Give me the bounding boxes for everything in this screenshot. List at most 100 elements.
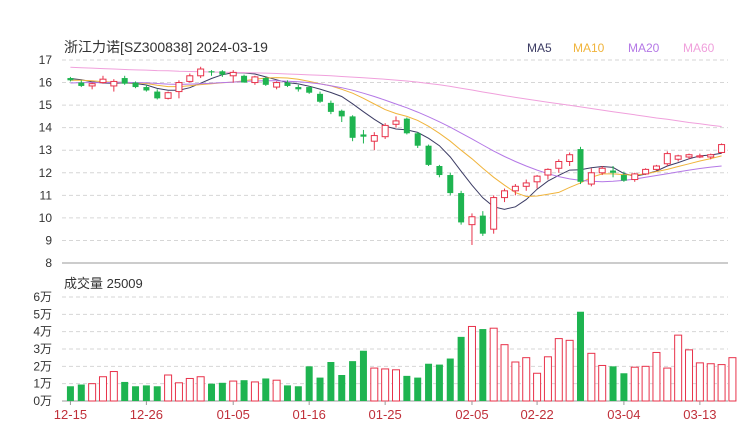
date-tick-label: 01-05 bbox=[217, 407, 250, 422]
volume-bar-up bbox=[652, 351, 661, 402]
candle-body-up bbox=[490, 197, 498, 230]
volume-bar-down bbox=[121, 381, 129, 401]
candle-body-down bbox=[360, 134, 367, 137]
candle-body-up bbox=[685, 154, 693, 158]
candle-body-up bbox=[696, 155, 704, 158]
date-tick-label: 01-16 bbox=[293, 407, 326, 422]
candle-body-down bbox=[479, 215, 486, 234]
candlesticks bbox=[67, 66, 726, 245]
volume-bar-up bbox=[663, 367, 672, 402]
volume-bar-up bbox=[98, 376, 107, 402]
volume-tick-label: 0万 bbox=[33, 394, 52, 408]
volume-bar-down bbox=[425, 363, 433, 401]
candle-body-up bbox=[663, 153, 671, 165]
candle-body-up bbox=[642, 168, 650, 175]
candle-body-down bbox=[327, 102, 334, 112]
chart-title: 浙江力诺[SZ300838] 2024-03-19 bbox=[64, 39, 268, 55]
candle-body-up bbox=[164, 92, 172, 99]
candle-body-down bbox=[403, 118, 410, 134]
legend-ma20: MA20 bbox=[628, 41, 660, 55]
volume-bar-up bbox=[587, 352, 596, 402]
candle-body-down bbox=[284, 82, 291, 86]
date-tick-label: 02-05 bbox=[455, 407, 488, 422]
candle-body-down bbox=[295, 87, 302, 90]
volume-bar-down bbox=[338, 375, 346, 401]
volume-bar-down bbox=[132, 386, 140, 401]
volume-bar-up bbox=[272, 379, 281, 402]
volume-grid: 0万 1万 2万 3万 4万 5万 6万 bbox=[33, 290, 728, 408]
candle-body-down bbox=[458, 193, 465, 223]
candle-body-down bbox=[262, 78, 269, 85]
candle-body-up bbox=[501, 190, 509, 199]
volume-bar-up bbox=[728, 357, 737, 402]
candle-body-down bbox=[132, 82, 139, 88]
volume-bar-up bbox=[370, 367, 379, 402]
volume-bar-down bbox=[153, 386, 161, 401]
volume-bar-down bbox=[576, 311, 584, 401]
date-tick-label: 12-26 bbox=[130, 407, 163, 422]
volume-bar-down bbox=[609, 366, 617, 401]
volume-bar-up bbox=[392, 369, 400, 402]
volume-bar-up bbox=[706, 363, 715, 402]
volume-bar-down bbox=[403, 375, 411, 401]
volume-tick-label: 6万 bbox=[33, 290, 52, 304]
volume-bar-down bbox=[305, 366, 313, 401]
volume-bar-up bbox=[630, 366, 639, 402]
volume-bar-up bbox=[229, 380, 238, 402]
volume-bar-down bbox=[327, 362, 335, 401]
volume-bar-up bbox=[554, 338, 563, 402]
candle-body-up bbox=[511, 185, 519, 192]
volume-bar-up bbox=[467, 325, 476, 402]
date-tick-label: 03-04 bbox=[607, 407, 640, 422]
price-tick-label: 13 bbox=[39, 143, 53, 157]
volume-tick-label: 4万 bbox=[33, 325, 52, 339]
candle-body-up bbox=[186, 75, 194, 82]
volume-bars bbox=[66, 311, 737, 402]
legend-ma5: MA5 bbox=[527, 41, 552, 55]
volume-bar-up bbox=[685, 349, 694, 402]
price-tick-label: 12 bbox=[39, 166, 53, 180]
price-tick-label: 11 bbox=[40, 188, 53, 202]
candle-body-down bbox=[143, 87, 150, 91]
volume-bar-down bbox=[66, 386, 74, 401]
volume-bar-down bbox=[77, 384, 85, 401]
candle-body-down bbox=[154, 91, 161, 99]
moving-average-lines bbox=[70, 66, 722, 210]
candle-body-up bbox=[631, 173, 639, 181]
volume-tick-label: 2万 bbox=[33, 359, 52, 373]
candle-body-up bbox=[197, 68, 205, 77]
volume-bar-down bbox=[349, 361, 357, 401]
candle-body-down bbox=[219, 71, 226, 75]
volume-bar-up bbox=[717, 364, 726, 402]
price-tick-label: 15 bbox=[39, 98, 53, 112]
volume-bar-up bbox=[196, 376, 205, 402]
candle-body-down bbox=[78, 82, 85, 86]
volume-bar-down bbox=[414, 377, 422, 401]
candle-body-up bbox=[110, 80, 118, 87]
volume-bar-down bbox=[446, 358, 454, 401]
candle-body-up bbox=[718, 144, 726, 153]
candle-body-down bbox=[447, 175, 454, 194]
candle-body-up bbox=[707, 154, 715, 158]
volume-tick-label: 3万 bbox=[33, 342, 52, 356]
date-tick-label: 03-13 bbox=[683, 407, 716, 422]
candle-body-up bbox=[251, 76, 259, 84]
volume-bar-up bbox=[250, 381, 259, 402]
candle-body-up bbox=[522, 182, 530, 187]
volume-tick-label: 1万 bbox=[33, 377, 52, 391]
price-tick-label: 8 bbox=[45, 256, 52, 270]
volume-bar-down bbox=[142, 385, 150, 401]
legend-ma10: MA10 bbox=[573, 41, 605, 55]
candle-body-up bbox=[229, 71, 237, 77]
candle-body-up bbox=[555, 161, 563, 169]
date-axis: 12-15 12-26 01-05 01-16 01-25 02-05 02-22 03-04… bbox=[54, 401, 716, 422]
candle-body-down bbox=[610, 170, 617, 173]
price-tick-label: 14 bbox=[39, 121, 53, 135]
volume-bar-up bbox=[185, 377, 194, 402]
candle-body-down bbox=[338, 110, 345, 117]
volume-bar-up bbox=[88, 383, 97, 402]
volume-bar-up bbox=[489, 327, 498, 402]
candle-body-up bbox=[587, 172, 595, 185]
